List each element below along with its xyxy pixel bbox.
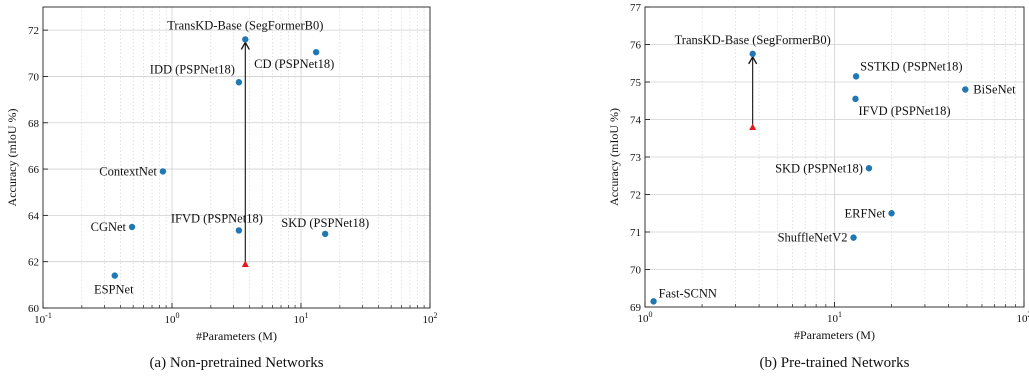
y-tick-label: 70 bbox=[630, 265, 642, 277]
point-label: SSTKD (PSPNet18) bbox=[860, 59, 962, 73]
y-tick-label: 75 bbox=[630, 77, 642, 89]
figure-caption: (a) Non-pretrained Networks bbox=[149, 355, 323, 371]
grid bbox=[42, 7, 430, 309]
point-label: TransKD-Base (SegFormerB0) bbox=[675, 33, 831, 47]
grid bbox=[644, 6, 1024, 308]
data-point bbox=[235, 227, 243, 234]
point-label: Fast-SCNN bbox=[659, 286, 717, 300]
data-point bbox=[852, 73, 860, 80]
data-point bbox=[962, 86, 969, 93]
x-tick-label: 102 bbox=[423, 311, 438, 326]
y-tick-label: 76 bbox=[630, 40, 642, 52]
x-axis-label: #Parameters (M) bbox=[196, 329, 277, 343]
y-axis-label: Accuracy (mIoU %) bbox=[5, 109, 19, 207]
y-tick-label: 74 bbox=[630, 115, 642, 127]
y-tick-label: 73 bbox=[630, 152, 642, 164]
x-tick-label: 100 bbox=[165, 311, 180, 326]
data-point bbox=[650, 298, 657, 305]
x-tick-label: 10-1 bbox=[34, 311, 52, 326]
data-point bbox=[852, 95, 859, 103]
point-label: TransKD-Base (SegFormerB0) bbox=[167, 18, 323, 32]
baseline-marker bbox=[241, 260, 249, 268]
y-axis-label: Accuracy (mIoU %) bbox=[607, 108, 621, 206]
point-label: IFVD (PSPNet18) bbox=[171, 211, 263, 225]
data-point bbox=[235, 79, 243, 86]
data-point bbox=[850, 234, 857, 241]
y-tick-label: 72 bbox=[630, 190, 641, 202]
point-label: ESPNet bbox=[94, 283, 134, 297]
point-label: ContextNet bbox=[99, 164, 157, 178]
y-tick-label: 60 bbox=[28, 303, 40, 315]
x-axis-label: #Parameters (M) bbox=[794, 328, 875, 342]
baseline-marker bbox=[749, 123, 757, 130]
y-tick-label: 70 bbox=[28, 71, 40, 83]
figure-caption: (b) Pre-trained Networks bbox=[760, 355, 910, 371]
y-tick-label: 62 bbox=[28, 257, 39, 269]
data-point bbox=[865, 165, 873, 172]
y-tick-label: 77 bbox=[630, 2, 642, 14]
plot-frame bbox=[42, 6, 431, 309]
data-point bbox=[312, 48, 320, 56]
point-label: SKD (PSPNet18) bbox=[281, 216, 369, 230]
x-tick-label: 101 bbox=[294, 311, 309, 326]
data-point bbox=[159, 168, 167, 175]
data-point bbox=[321, 230, 329, 238]
data-point bbox=[111, 272, 118, 279]
point-label: BiSeNet bbox=[973, 83, 1016, 97]
data-point bbox=[749, 50, 756, 58]
y-tick-label: 66 bbox=[28, 164, 40, 176]
data-point bbox=[128, 223, 136, 231]
x-tick-label: 102 bbox=[1017, 310, 1029, 325]
y-tick-label: 71 bbox=[630, 227, 641, 239]
data-point bbox=[888, 210, 895, 217]
point-label: ShuffleNetV2 bbox=[778, 231, 848, 245]
y-tick-label: 72 bbox=[28, 25, 39, 37]
x-tick-label: 100 bbox=[638, 310, 653, 325]
data-point bbox=[242, 36, 249, 43]
x-tick-label: 101 bbox=[827, 310, 842, 325]
point-label: CGNet bbox=[91, 220, 127, 234]
point-label: IDD (PSPNet18) bbox=[150, 62, 235, 76]
y-tick-label: 68 bbox=[28, 118, 40, 130]
chart-panel-1: 10-1 100 101 102 60 62 64 66 68 70 72 #Parameters (… bbox=[5, 6, 438, 371]
point-label: IFVD (PSPNet18) bbox=[858, 104, 950, 118]
y-tick-label: 64 bbox=[28, 210, 40, 222]
chart-panel-2: 100 101 102 69 70 71 72 73 74 75 76 77 #Parameters (… bbox=[607, 2, 1029, 371]
point-label: SKD (PSPNet18) bbox=[775, 161, 863, 175]
point-label: CD (PSPNet18) bbox=[254, 57, 334, 71]
y-tick-label: 69 bbox=[630, 302, 642, 314]
point-label: ERFNet bbox=[845, 206, 887, 220]
